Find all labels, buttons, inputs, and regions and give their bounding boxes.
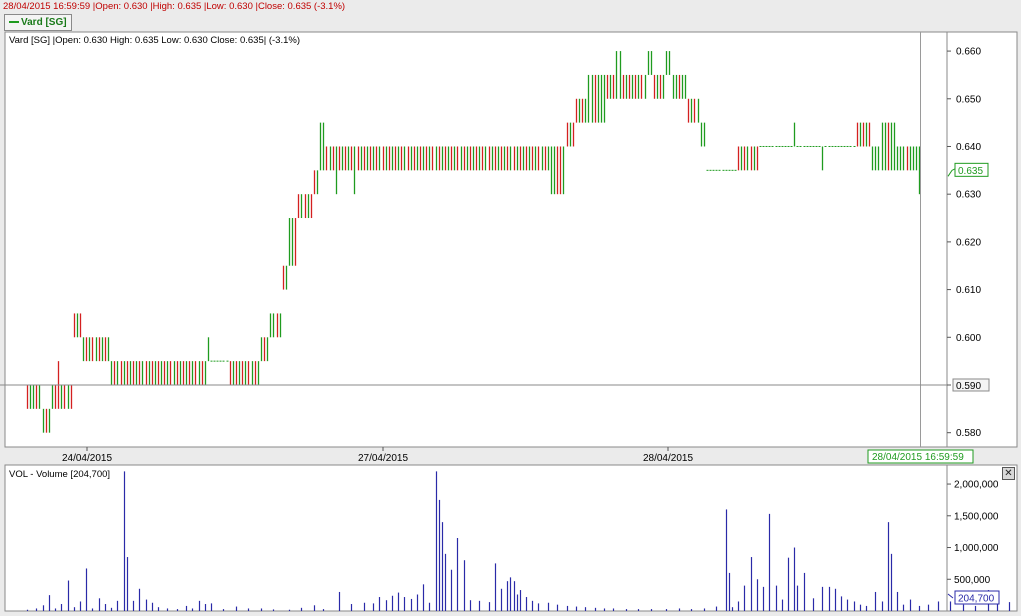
y-tick-label: 0.640	[956, 142, 981, 153]
y-tick-label: 0.580	[956, 428, 981, 439]
reference-value-box	[952, 378, 990, 392]
cursor-date-label: 28/04/2015 16:59:59	[872, 452, 964, 463]
series-legend-label: Vard [SG]	[21, 17, 67, 28]
volume-last-pointer	[947, 593, 954, 599]
volume-axis-area	[946, 464, 1018, 612]
volume-panel-title: VOL - Volume [204,700]	[9, 469, 110, 480]
volume-last-label: 204,700	[958, 594, 995, 605]
price-panel-title: Vard [SG] |Open: 0.630 High: 0.635 Low: …	[9, 35, 300, 46]
reference-value-label: 0.590	[956, 381, 981, 392]
close-icon[interactable]: ✕	[1002, 467, 1015, 480]
volume-last-box	[954, 590, 1000, 605]
x-date-label: 27/04/2015	[358, 453, 408, 464]
cursor-date-box	[867, 449, 974, 464]
ohlc-info-text: 28/04/2015 16:59:59 |Open: 0.630 |High: …	[3, 1, 346, 12]
price-axis-area	[946, 31, 1018, 448]
last-value-label: 0.635	[958, 166, 983, 177]
last-value-box	[954, 162, 989, 177]
volume-plot-area	[4, 464, 948, 612]
price-bars	[26, 51, 921, 433]
y-tick-label: 0.610	[956, 285, 981, 296]
y-tick-label: 0.630	[956, 190, 981, 201]
volume-tick-label: 2,000,000	[954, 480, 999, 491]
y-tick-label: 0.620	[956, 237, 981, 248]
x-date-label: 24/04/2015	[62, 453, 112, 464]
y-tick-label: 0.660	[956, 47, 981, 58]
y-tick-label: 0.600	[956, 333, 981, 344]
volume-tick-label: 1,500,000	[954, 511, 999, 522]
volume-tick-label: 500,000	[954, 575, 991, 586]
series-legend-button[interactable]: Vard [SG]	[4, 14, 72, 31]
volume-bars	[26, 471, 1011, 611]
info-bar: 28/04/2015 16:59:59 |Open: 0.630 |High: …	[0, 0, 1021, 13]
volume-tick-label: 1,000,000	[954, 543, 999, 554]
y-tick-label: 0.650	[956, 94, 981, 105]
x-date-label: 28/04/2015	[643, 453, 693, 464]
series-line-icon	[9, 21, 19, 24]
